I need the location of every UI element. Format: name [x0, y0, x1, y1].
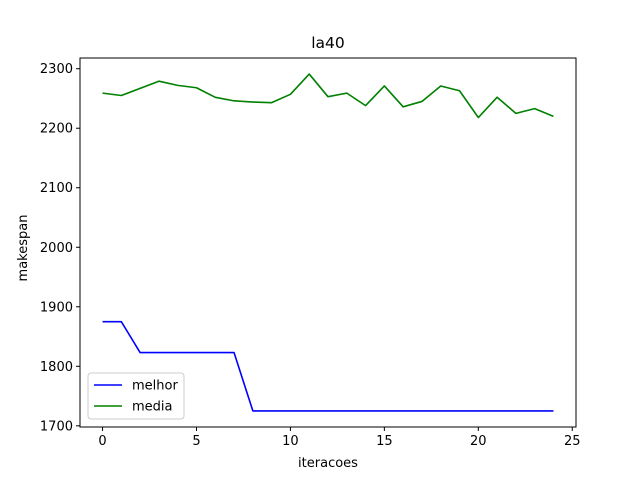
y-tick-label: 2300 — [40, 62, 73, 77]
x-tick-label: 25 — [564, 434, 581, 449]
legend-label-media: media — [132, 400, 173, 415]
plot-area — [79, 57, 577, 428]
y-tick-label: 1800 — [40, 360, 73, 375]
x-tick-label: 0 — [98, 434, 106, 449]
x-tick-label: 20 — [470, 434, 487, 449]
x-tick-label: 10 — [282, 434, 299, 449]
y-tick-label: 2200 — [40, 122, 73, 137]
series-line-media — [102, 73, 554, 119]
x-axis: 0 5 10 15 20 25 — [98, 427, 581, 449]
x-tick-label: 15 — [376, 434, 393, 449]
y-tick-label: 1900 — [40, 300, 73, 315]
series-layer — [102, 73, 554, 412]
y-axis-label: makespan — [16, 215, 31, 282]
y-tick-label: 2100 — [40, 181, 73, 196]
y-tick-label: 1700 — [40, 419, 73, 434]
plot-frame — [79, 57, 577, 428]
y-tick-label: 2000 — [40, 241, 73, 256]
y-axis: 1700 1800 1900 2000 2100 2200 2300 — [40, 62, 80, 434]
series-line-melhor — [102, 320, 554, 412]
chart-title: la40 — [311, 34, 345, 52]
legend-label-melhor: melhor — [132, 379, 178, 394]
x-axis-label: iteracoes — [298, 456, 358, 471]
x-tick-label: 5 — [192, 434, 200, 449]
legend: melhor media — [87, 372, 185, 420]
